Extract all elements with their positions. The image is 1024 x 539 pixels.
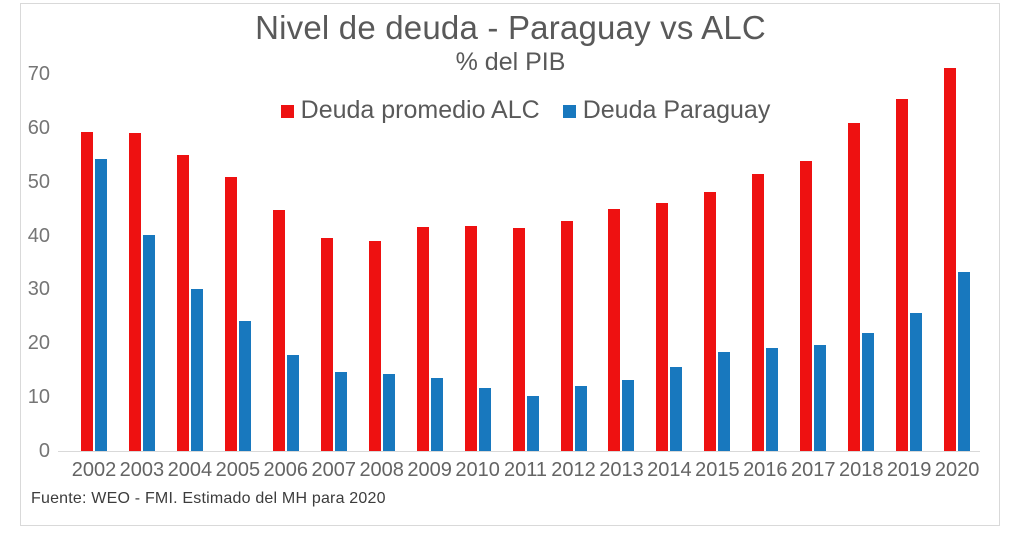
x-axis-label-2006: 2006 [263, 459, 309, 481]
bar-alc-2017 [800, 160, 813, 451]
bar-group-2007 [310, 74, 358, 451]
bar-group-2016 [741, 74, 789, 451]
y-axis-label-0: 0 [38, 440, 50, 462]
bar-paraguay-2007 [334, 371, 347, 451]
bar-paraguay-2002 [94, 158, 107, 451]
bar-paraguay-2019 [910, 312, 923, 451]
bar-alc-2004 [176, 155, 189, 451]
legend-label-alc: Deuda promedio ALC [300, 96, 540, 124]
bar-group-2003 [118, 74, 166, 451]
bar-group-2018 [837, 74, 885, 451]
bar-paraguay-2015 [718, 351, 731, 451]
bar-alc-2018 [848, 122, 861, 451]
x-axis-label-2012: 2012 [551, 459, 596, 481]
bar-paraguay-2006 [286, 354, 299, 451]
legend-swatch-paraguay-icon [562, 105, 576, 118]
bar-group-2009 [406, 74, 454, 451]
x-axis-label-2011: 2011 [504, 459, 548, 481]
y-axis-label-40: 40 [27, 224, 50, 247]
bar-alc-2019 [896, 99, 909, 451]
x-axis-label-2010: 2010 [455, 459, 500, 481]
bar-group-2005 [214, 74, 262, 451]
x-axis-label-2016: 2016 [743, 459, 788, 481]
bar-paraguay-2009 [430, 377, 443, 451]
bar-paraguay-2010 [478, 388, 491, 451]
bar-alc-2014 [656, 203, 669, 451]
bar-group-2012 [550, 74, 598, 451]
bar-alc-2015 [704, 191, 717, 451]
bar-alc-2007 [320, 237, 333, 451]
chart-subtitle: % del PIB [455, 48, 566, 76]
bar-paraguay-2016 [766, 347, 779, 451]
x-axis-label-2015: 2015 [695, 459, 740, 481]
x-axis-label-2005: 2005 [215, 459, 261, 481]
bar-paraguay-2017 [814, 344, 827, 451]
bar-paraguay-2012 [574, 385, 587, 451]
bar-alc-2016 [752, 174, 765, 451]
bar-group-2010 [454, 74, 502, 451]
bar-group-2011 [502, 74, 550, 451]
bar-paraguay-2011 [526, 396, 539, 451]
bar-group-2008 [358, 74, 406, 451]
bar-paraguay-2013 [622, 379, 635, 451]
bar-group-2020 [933, 67, 981, 451]
bar-alc-2006 [272, 210, 285, 451]
bar-group-2019 [885, 74, 933, 451]
bar-paraguay-2018 [862, 333, 875, 451]
bar-paraguay-2003 [142, 235, 155, 451]
bar-alc-2009 [416, 227, 429, 451]
legend-label-paraguay: Deuda Paraguay [582, 96, 771, 124]
y-axis-label-10: 10 [27, 386, 50, 409]
x-axis-label-2014: 2014 [647, 459, 692, 481]
y-axis-label-30: 30 [27, 278, 50, 301]
bar-paraguay-2008 [382, 374, 395, 451]
chart-legend: Deuda promedio ALC Deuda Paraguay [70, 97, 981, 124]
bar-alc-2010 [464, 226, 477, 451]
y-axis-label-20: 20 [27, 332, 50, 355]
bar-group-2014 [645, 74, 693, 451]
bar-alc-2013 [608, 208, 621, 451]
bar-group-2002 [70, 74, 118, 451]
source-note: Fuente: WEO - FMI. Estimado del MH para … [31, 490, 386, 507]
x-axis-label-2018: 2018 [838, 459, 884, 481]
legend-swatch-alc-icon [280, 105, 294, 118]
x-axis-label-2003: 2003 [119, 459, 165, 481]
bar-alc-2008 [368, 241, 381, 451]
bar-paraguay-2020 [958, 272, 971, 451]
legend-item-alc: Deuda promedio ALC [280, 96, 540, 124]
y-axis-label-60: 60 [27, 116, 50, 139]
y-axis-label-50: 50 [27, 170, 50, 193]
bar-group-2013 [597, 74, 645, 451]
x-axis-label-2007: 2007 [311, 459, 356, 481]
bar-paraguay-2005 [238, 321, 251, 451]
y-axis-label-70: 70 [27, 63, 50, 85]
x-axis-labels: 2002 2003 2004 2005 2006 2007 2008 2009 2010 2011… [70, 459, 981, 481]
bar-alc-2012 [560, 221, 573, 451]
legend-item-paraguay: Deuda Paraguay [562, 96, 771, 124]
bar-group-2015 [693, 74, 741, 451]
bar-group-2004 [166, 74, 214, 451]
x-axis-label-2008: 2008 [359, 459, 404, 481]
x-axis-label-2019: 2019 [886, 459, 932, 481]
bar-alc-2003 [128, 132, 141, 451]
x-axis-label-2009: 2009 [407, 459, 452, 481]
x-axis-label-2013: 2013 [599, 459, 644, 481]
bar-alc-2020 [944, 67, 957, 451]
chart-title: Nivel de deuda - Paraguay vs ALC [255, 9, 766, 46]
bar-alc-2011 [512, 227, 525, 451]
x-axis-label-2002: 2002 [71, 459, 117, 481]
plot-area [70, 67, 981, 451]
bar-paraguay-2004 [190, 288, 203, 451]
x-axis-label-2017: 2017 [791, 459, 836, 481]
bar-group-2017 [789, 74, 837, 451]
bar-alc-2002 [80, 131, 93, 451]
x-axis-line [58, 451, 980, 452]
bar-paraguay-2014 [670, 367, 683, 451]
x-axis-label-2020: 2020 [934, 459, 980, 481]
bar-group-2006 [262, 74, 310, 451]
bar-alc-2005 [224, 177, 237, 451]
x-axis-label-2004: 2004 [167, 459, 213, 481]
